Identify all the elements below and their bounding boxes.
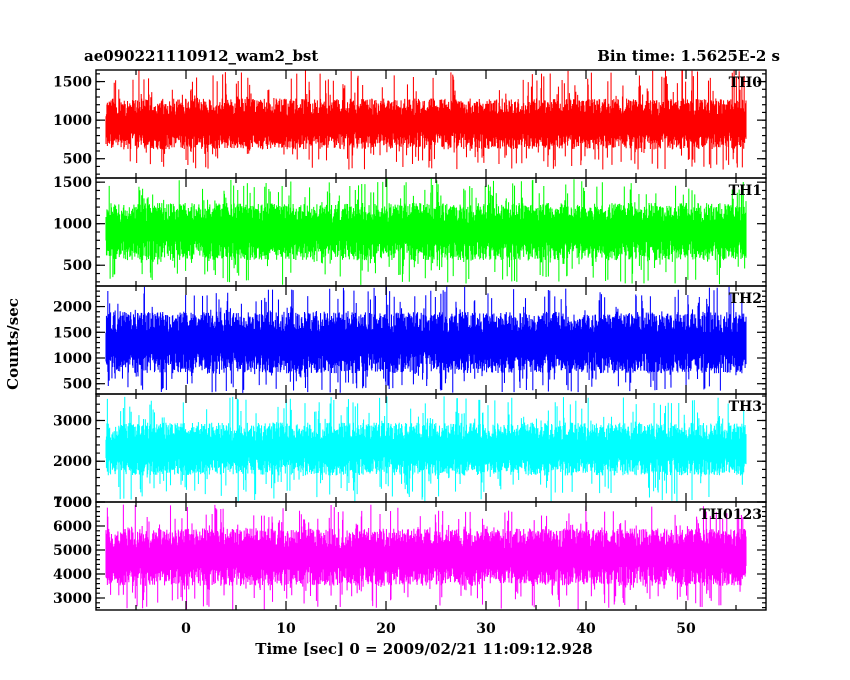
panels-group: 500 1000 1500 TH0 500 1000 1500 TH1 500 1000 1500 2… — [53, 69, 767, 611]
y-tick-label: 2000 — [53, 300, 92, 316]
y-tick-label: 2000 — [53, 454, 92, 470]
chart-title: ae090221110912_wam2_bst — [84, 47, 318, 65]
panel-th3: 1000 2000 3000 TH3 — [53, 393, 767, 511]
x-tick-label: 30 — [476, 621, 496, 637]
y-tick-label: 500 — [63, 377, 92, 393]
y-tick-label: 5000 — [53, 543, 92, 559]
y-tick-label: 1500 — [53, 75, 92, 91]
series-line-th1 — [105, 178, 747, 285]
panel-th0: 500 1000 1500 TH0 — [53, 69, 767, 179]
y-tick-label: 3000 — [53, 413, 92, 429]
panel-label-th3: TH3 — [729, 399, 762, 415]
panel-frame — [95, 501, 767, 611]
y-tick-label: 1000 — [53, 113, 92, 129]
y-tick-label: 1000 — [53, 351, 92, 367]
panel-label-th1: TH1 — [729, 183, 762, 199]
x-tick-label: 50 — [676, 621, 696, 637]
x-tick-label: 20 — [376, 621, 396, 637]
y-tick-label: 1500 — [53, 325, 92, 341]
y-tick-label: 4000 — [53, 567, 92, 583]
x-tick-label: 0 — [181, 621, 191, 637]
series-line-th2 — [105, 286, 747, 393]
y-axis-label: Counts/sec — [4, 298, 22, 390]
y-tick-label: 1000 — [53, 495, 92, 511]
panel-label-th2: TH2 — [729, 291, 762, 307]
y-tick-label: 1000 — [53, 217, 92, 233]
panel-label-th0123: TH0123 — [699, 507, 762, 523]
x-tick-label: 40 — [576, 621, 596, 637]
panel-label-th0: TH0 — [729, 75, 763, 91]
series-line-th3 — [105, 396, 747, 502]
x-axis-ticks: 0 10 20 30 40 50 — [181, 621, 696, 637]
panel-th0123: 3000 4000 5000 6000 7000 TH0123 — [53, 495, 767, 611]
series-line-th0 — [105, 70, 747, 170]
y-tick-label: 3000 — [53, 591, 92, 607]
panel-th1: 500 1000 1500 TH1 — [53, 175, 767, 287]
x-tick-label: 10 — [276, 621, 296, 637]
y-tick-label: 500 — [63, 152, 92, 168]
series-line-th0123 — [105, 504, 747, 610]
y-tick-label: 1500 — [53, 175, 92, 191]
chart-subtitle: Bin time: 1.5625E-2 s — [597, 47, 780, 65]
y-tick-label: 7000 — [53, 495, 92, 511]
panel-th2: 500 1000 1500 2000 TH2 — [53, 285, 767, 395]
x-axis-label: Time [sec] 0 = 2009/02/21 11:09:12.928 — [255, 640, 592, 658]
y-tick-label: 6000 — [53, 519, 92, 535]
y-tick-label: 500 — [63, 258, 92, 274]
